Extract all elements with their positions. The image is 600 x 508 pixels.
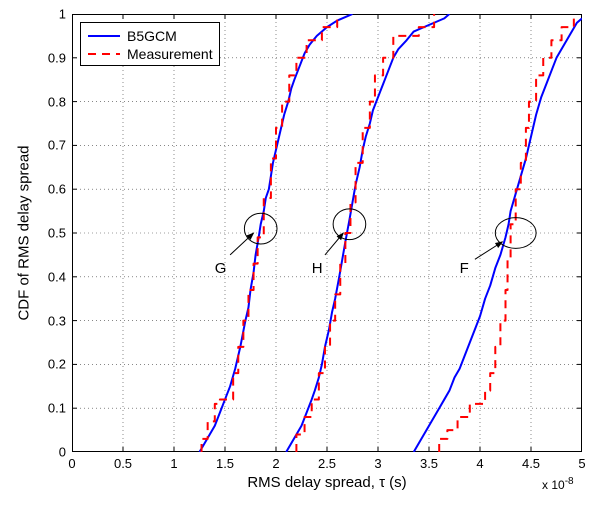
legend-item: B5GCM	[87, 27, 213, 45]
x-tick-label: 4.5	[522, 456, 540, 471]
y-tick-label: 1	[59, 7, 66, 22]
plot-svg	[72, 14, 582, 452]
y-tick-label: 0.5	[48, 226, 66, 241]
x-tick-label: 0.5	[114, 456, 132, 471]
legend: B5GCM Measurement	[80, 22, 220, 66]
legend-label: B5GCM	[127, 28, 177, 44]
y-tick-label: 0.2	[48, 357, 66, 372]
x-tick-label: 4	[476, 456, 483, 471]
annotation-label: G	[215, 260, 227, 277]
y-tick-label: 0.1	[48, 401, 66, 416]
annotation-label: F	[460, 260, 469, 277]
x-tick-label: 2	[272, 456, 279, 471]
y-axis-label: CDF of RMS delay spread	[16, 145, 33, 320]
x-tick-label: 0	[68, 456, 75, 471]
y-tick-label: 0	[59, 445, 66, 460]
x-tick-label: 3.5	[420, 456, 438, 471]
y-tick-label: 0.9	[48, 50, 66, 65]
x-tick-label: 2.5	[318, 456, 336, 471]
x-axis-label: RMS delay spread, τ (s)	[247, 474, 406, 491]
y-tick-label: 0.6	[48, 182, 66, 197]
legend-item: Measurement	[87, 45, 213, 63]
x-tick-label: 3	[374, 456, 381, 471]
axis-exponent: x 10-8	[542, 476, 574, 492]
plot-area	[72, 14, 582, 452]
figure: B5GCM Measurement RMS delay spread, τ (s)…	[0, 0, 600, 508]
axis-exponent-text: x 10	[542, 478, 565, 492]
legend-label: Measurement	[127, 46, 213, 62]
axis-exponent-power: -8	[565, 476, 574, 487]
x-tick-label: 1.5	[216, 456, 234, 471]
annotation-label: H	[312, 260, 323, 277]
y-tick-label: 0.8	[48, 94, 66, 109]
x-tick-label: 1	[170, 456, 177, 471]
x-tick-label: 5	[578, 456, 585, 471]
y-tick-label: 0.3	[48, 313, 66, 328]
y-tick-label: 0.7	[48, 138, 66, 153]
y-tick-label: 0.4	[48, 269, 66, 284]
